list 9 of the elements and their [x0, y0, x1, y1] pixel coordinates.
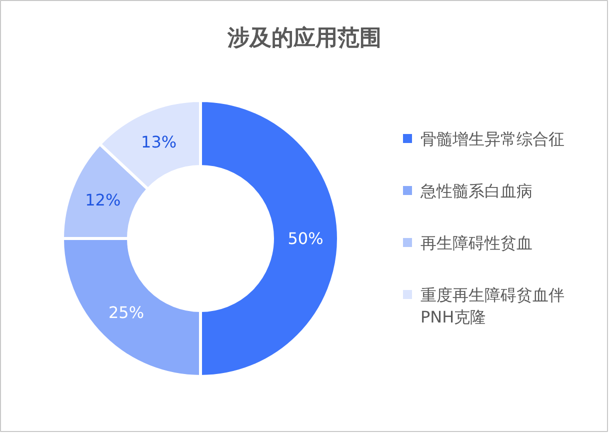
- legend-label: 再生障碍性贫血: [420, 234, 532, 252]
- legend-label: 急性髓系白血病: [420, 182, 532, 200]
- chart-title: 涉及的应用范围: [226, 25, 382, 51]
- data-label: 25%: [108, 303, 144, 322]
- data-label: 50%: [288, 229, 324, 248]
- data-label: 13%: [141, 132, 177, 152]
- data-label: 12%: [85, 190, 121, 210]
- legend-label: 重度再生障碍贫血伴PNH克隆: [420, 286, 564, 326]
- legend-label: 骨髓增生异常综合征: [420, 130, 564, 148]
